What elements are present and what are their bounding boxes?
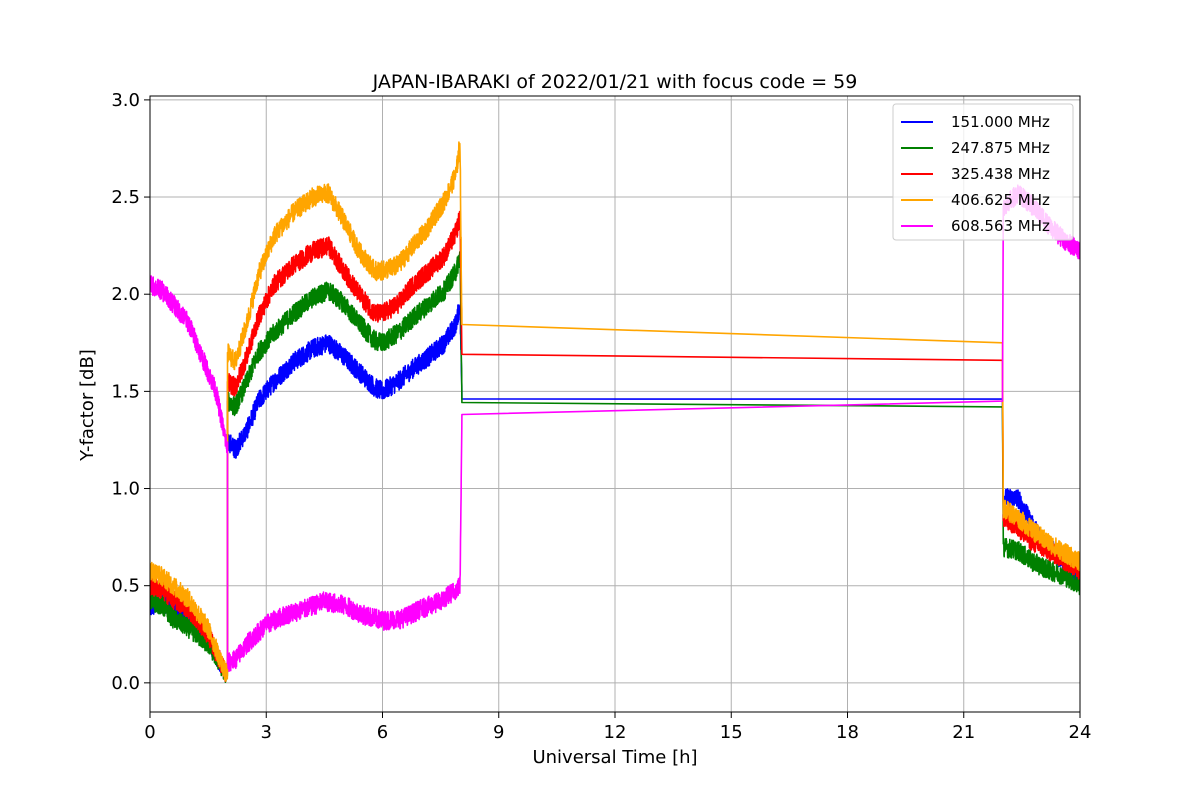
y-tick-label: 0.0 [111, 673, 140, 694]
y-tick-label: 3.0 [111, 90, 140, 111]
x-tick-label: 24 [1069, 722, 1092, 743]
x-tick-label: 21 [952, 722, 975, 743]
legend-box [892, 103, 1074, 241]
y-tick-label: 1.0 [111, 479, 140, 500]
legend-label-3: 406.625 MHz [951, 191, 1050, 209]
legend-label-4: 608.563 MHz [951, 217, 1050, 235]
y-tick-label: 1.5 [111, 381, 140, 402]
y-axis-label: Y-factor [dB] [77, 349, 98, 462]
y-tick-label: 0.5 [111, 576, 140, 597]
ticks: 0 3 6 9 12 15 18 21 24 0.0 0.5 1.0 1.5 2.0 2.5 3.0 [111, 90, 1091, 743]
x-tick-label: 9 [493, 722, 504, 743]
series-line-3 [150, 141, 1080, 682]
legend-label-2: 325.438 MHz [951, 165, 1050, 183]
x-tick-label: 3 [261, 722, 272, 743]
y-tick-label: 2.0 [111, 284, 140, 305]
x-tick-label: 6 [377, 722, 388, 743]
x-tick-label: 12 [604, 722, 627, 743]
x-axis-label: Universal Time [h] [532, 747, 697, 768]
x-tick-label: 18 [836, 722, 859, 743]
x-tick-label: 0 [144, 722, 155, 743]
legend-label-1: 247.875 MHz [951, 139, 1050, 157]
y-tick-label: 2.5 [111, 187, 140, 208]
legend: 151.000 MHz 247.875 MHz 325.438 MHz 406.625… [892, 103, 1074, 241]
chart-title: JAPAN-IBARAKI of 2022/01/21 with focus c… [372, 71, 858, 93]
x-tick-label: 15 [720, 722, 743, 743]
legend-label-0: 151.000 MHz [951, 113, 1050, 131]
